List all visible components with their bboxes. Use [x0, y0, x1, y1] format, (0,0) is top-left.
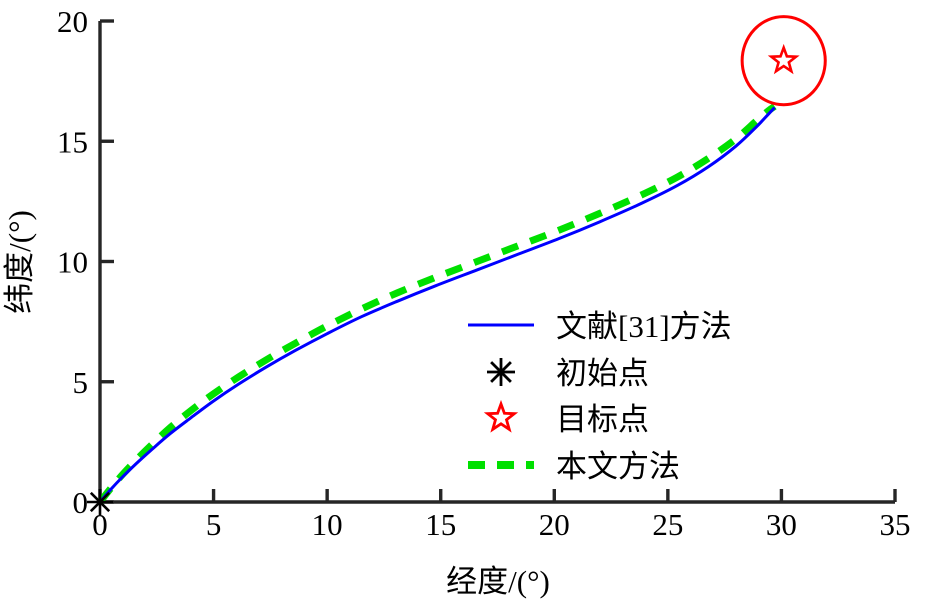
- legend-item-4[interactable]: 本文方法: [468, 449, 680, 484]
- x-tick-label-25: 25: [652, 507, 683, 542]
- x-axis-title: 经度/(°): [446, 564, 550, 599]
- x-tick-label-5: 5: [206, 507, 222, 542]
- y-tick-label-10: 10: [57, 245, 88, 280]
- legend-label-4: 本文方法: [556, 449, 680, 484]
- legend-item-1[interactable]: 文献[31]方法: [468, 309, 732, 344]
- axes: [98, 19, 897, 504]
- legend-swatch-asterisk: [487, 358, 515, 386]
- marker-start-point: [87, 489, 113, 515]
- x-tick-label-15: 15: [425, 507, 456, 542]
- target-acceptance-circle: [740, 15, 827, 107]
- series-line-reference: [98, 106, 776, 503]
- legend-item-3[interactable]: 目标点: [483, 399, 649, 437]
- legend-item-2[interactable]: 初始点: [487, 356, 649, 391]
- x-tick-label-0: 0: [92, 507, 108, 542]
- series-line-proposed: [97, 103, 777, 505]
- x-axis-tick-labels: 0 5 10 15 20 25 30 35: [92, 507, 910, 542]
- legend-label-3: 目标点: [556, 402, 649, 437]
- legend-label-1: 文献[31]方法: [556, 309, 732, 344]
- x-tick-label-30: 30: [766, 507, 797, 542]
- point-marker-group: [87, 43, 800, 515]
- y-axis-title: 纬度/(°): [2, 210, 37, 314]
- x-tick-label-35: 35: [880, 507, 911, 542]
- plot-series-group: [97, 103, 777, 505]
- annotation-group: [740, 15, 827, 107]
- x-tick-label-10: 10: [312, 507, 343, 542]
- y-axis-tick-labels: 0 5 10 15 20: [57, 4, 88, 520]
- x-tick-label-20: 20: [539, 507, 570, 542]
- legend-swatch-star: [483, 399, 519, 433]
- y-axis-ticks: [100, 19, 114, 504]
- y-tick-label-5: 5: [73, 365, 89, 400]
- y-tick-label-20: 20: [57, 4, 88, 39]
- y-tick-label-0: 0: [73, 485, 89, 520]
- y-tick-label-15: 15: [57, 124, 88, 159]
- x-axis-ticks: [98, 489, 897, 502]
- marker-target-point: [767, 43, 800, 75]
- legend-label-2: 初始点: [556, 356, 649, 391]
